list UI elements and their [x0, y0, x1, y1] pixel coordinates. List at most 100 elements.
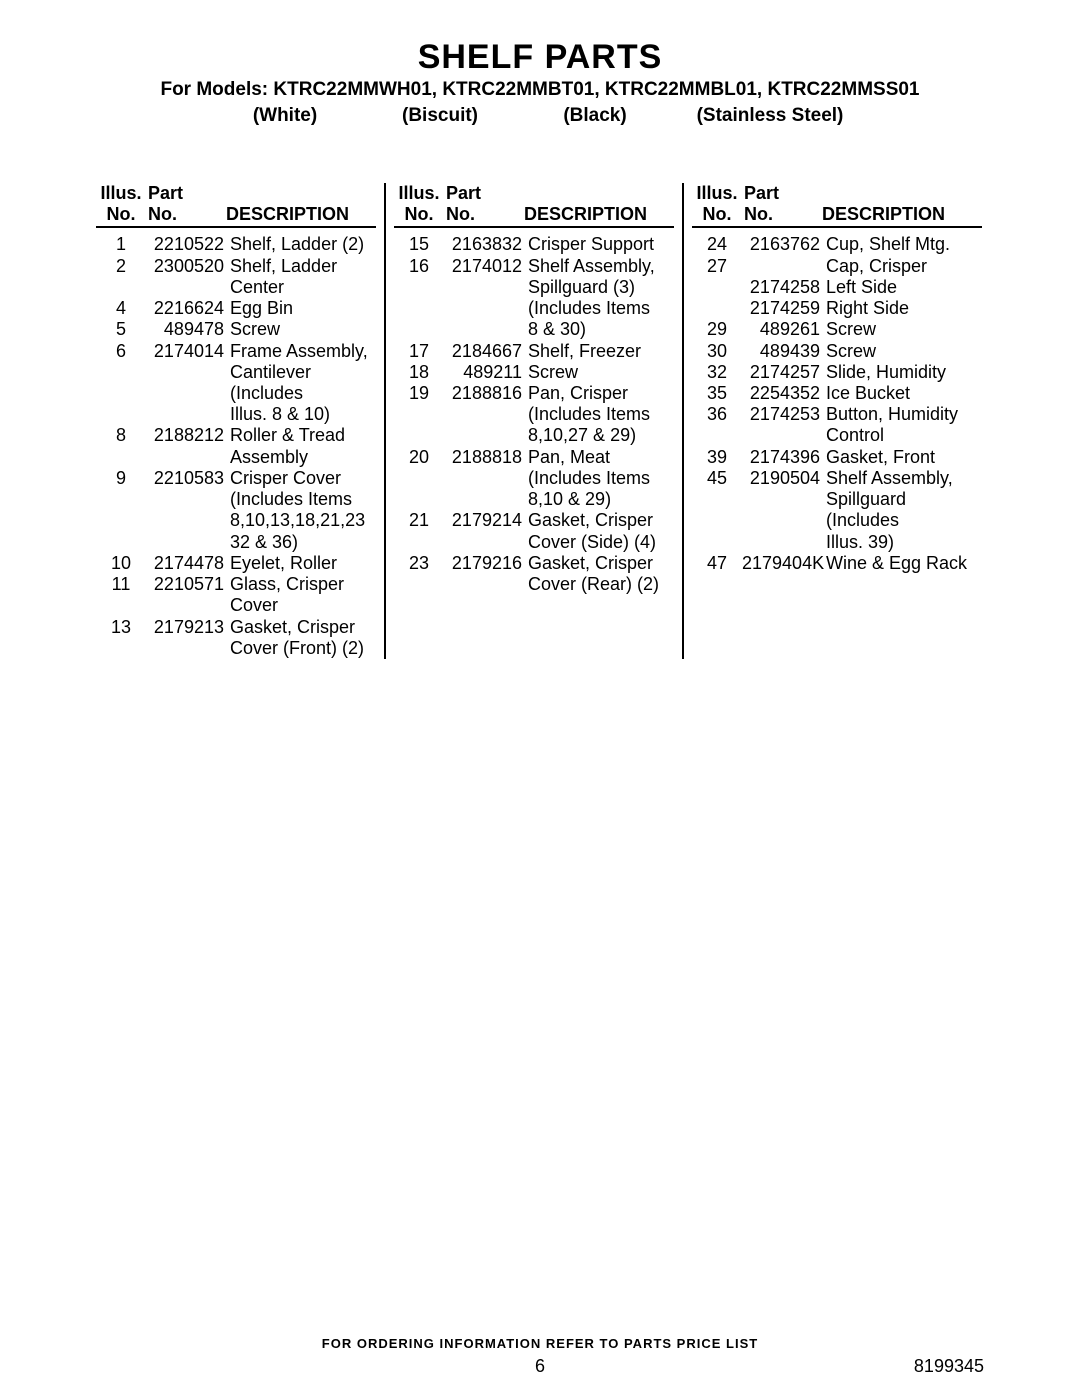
description: Crisper Support — [528, 234, 674, 255]
part-no: 2179216 — [444, 553, 528, 574]
illus-no: 16 — [394, 256, 444, 277]
description: Cover (Side) (4) — [528, 532, 674, 553]
illus-no: 15 — [394, 234, 444, 255]
description: (Includes Items — [230, 489, 376, 510]
table-row: 242163762Cup, Shelf Mtg. — [692, 234, 982, 255]
color-stainless: (Stainless Steel) — [670, 105, 870, 127]
table-row: 102174478Eyelet, Roller — [96, 553, 376, 574]
description: Ice Bucket — [826, 383, 982, 404]
header-illus-2: No. — [96, 204, 146, 225]
table-row: 92210583Crisper Cover — [96, 468, 376, 489]
header-part-2: No. — [446, 204, 524, 225]
illus-no: 9 — [96, 468, 146, 489]
part-no: 2300520 — [146, 256, 230, 277]
table-row: 362174253Button, Humidity — [692, 404, 982, 425]
description: Wine & Egg Rack — [826, 553, 982, 574]
parts-column-1: Illus. No. Part No. DESCRIPTION 12210522… — [96, 183, 384, 659]
table-row: 172184667Shelf, Freezer — [394, 341, 674, 362]
header-illus-1: Illus. — [96, 183, 146, 204]
description: Gasket, Crisper — [528, 510, 674, 531]
table-row: 212179214Gasket, Crisper — [394, 510, 674, 531]
part-no: 2184667 — [444, 341, 528, 362]
part-no: 2174258 — [742, 277, 826, 298]
part-no: 2174253 — [742, 404, 826, 425]
part-no: 2174478 — [146, 553, 230, 574]
illus-no: 45 — [692, 468, 742, 489]
table-row: 8,10 & 29) — [394, 489, 674, 510]
part-no: 489439 — [742, 341, 826, 362]
illus-no: 11 — [96, 574, 146, 595]
table-row: 452190504Shelf Assembly, — [692, 468, 982, 489]
parts-columns: Illus. No. Part No. DESCRIPTION 12210522… — [96, 183, 984, 659]
part-no: 2210571 — [146, 574, 230, 595]
description: Spillguard (3) — [528, 277, 674, 298]
page-title: SHELF PARTS — [96, 38, 984, 77]
part-no: 2174014 — [146, 341, 230, 362]
header-part-1: Part — [446, 183, 524, 204]
table-row: 62174014Frame Assembly, — [96, 341, 376, 362]
description: Cantilever — [230, 362, 376, 383]
description: Shelf, Ladder — [230, 256, 376, 277]
table-row: 32 & 36) — [96, 532, 376, 553]
description: Pan, Crisper — [528, 383, 674, 404]
illus-no: 18 — [394, 362, 444, 383]
illus-no: 39 — [692, 447, 742, 468]
table-row: 42216624Egg Bin — [96, 298, 376, 319]
description: Roller & Tread — [230, 425, 376, 446]
table-row: 392174396Gasket, Front — [692, 447, 982, 468]
description: Assembly — [230, 447, 376, 468]
part-no: 2188816 — [444, 383, 528, 404]
description: Cover — [230, 595, 376, 616]
table-row: 22300520Shelf, Ladder — [96, 256, 376, 277]
description: Pan, Meat — [528, 447, 674, 468]
header-part-1: Part — [744, 183, 822, 204]
description: Center — [230, 277, 376, 298]
parts-list-page: SHELF PARTS For Models: KTRC22MMWH01, KT… — [0, 0, 1080, 1397]
table-row: (Includes — [96, 383, 376, 404]
header-part-1: Part — [148, 183, 226, 204]
description: Screw — [826, 341, 982, 362]
table-row: 152163832Crisper Support — [394, 234, 674, 255]
table-row: 18489211Screw — [394, 362, 674, 383]
illus-no: 8 — [96, 425, 146, 446]
illus-no: 6 — [96, 341, 146, 362]
description: Eyelet, Roller — [230, 553, 376, 574]
description: Crisper Cover — [230, 468, 376, 489]
description: Shelf Assembly, — [826, 468, 982, 489]
illus-no: 32 — [692, 362, 742, 383]
illus-no: 20 — [394, 447, 444, 468]
description: Illus. 8 & 10) — [230, 404, 376, 425]
table-row: Cover (Side) (4) — [394, 532, 674, 553]
description: Screw — [826, 319, 982, 340]
description: Shelf, Freezer — [528, 341, 674, 362]
table-row: Control — [692, 425, 982, 446]
description: (Includes Items — [528, 298, 674, 319]
table-row: (Includes Items — [394, 298, 674, 319]
part-no: 2179214 — [444, 510, 528, 531]
illus-no: 10 — [96, 553, 146, 574]
part-no: 2174396 — [742, 447, 826, 468]
part-no: 489211 — [444, 362, 528, 383]
illus-no: 19 — [394, 383, 444, 404]
part-no: 2179213 — [146, 617, 230, 638]
part-no: 2210522 — [146, 234, 230, 255]
description: Screw — [528, 362, 674, 383]
description: Left Side — [826, 277, 982, 298]
color-biscuit: (Biscuit) — [360, 105, 520, 127]
table-row: Cover (Rear) (2) — [394, 574, 674, 595]
description: Cup, Shelf Mtg. — [826, 234, 982, 255]
colors-row: (White) (Biscuit) (Black) (Stainless Ste… — [96, 105, 984, 127]
part-no: 2174012 — [444, 256, 528, 277]
parts-column-2: Illus. No. Part No. DESCRIPTION 15216383… — [384, 183, 684, 659]
description: Button, Humidity — [826, 404, 982, 425]
illus-no: 36 — [692, 404, 742, 425]
description: 8,10,13,18,21,23 — [230, 510, 376, 531]
description: Illus. 39) — [826, 532, 982, 553]
description: Control — [826, 425, 982, 446]
description: (Includes Items — [528, 468, 674, 489]
table-row: 162174012Shelf Assembly, — [394, 256, 674, 277]
part-no: 2174259 — [742, 298, 826, 319]
illus-no: 23 — [394, 553, 444, 574]
part-no: 489261 — [742, 319, 826, 340]
table-row: Illus. 8 & 10) — [96, 404, 376, 425]
